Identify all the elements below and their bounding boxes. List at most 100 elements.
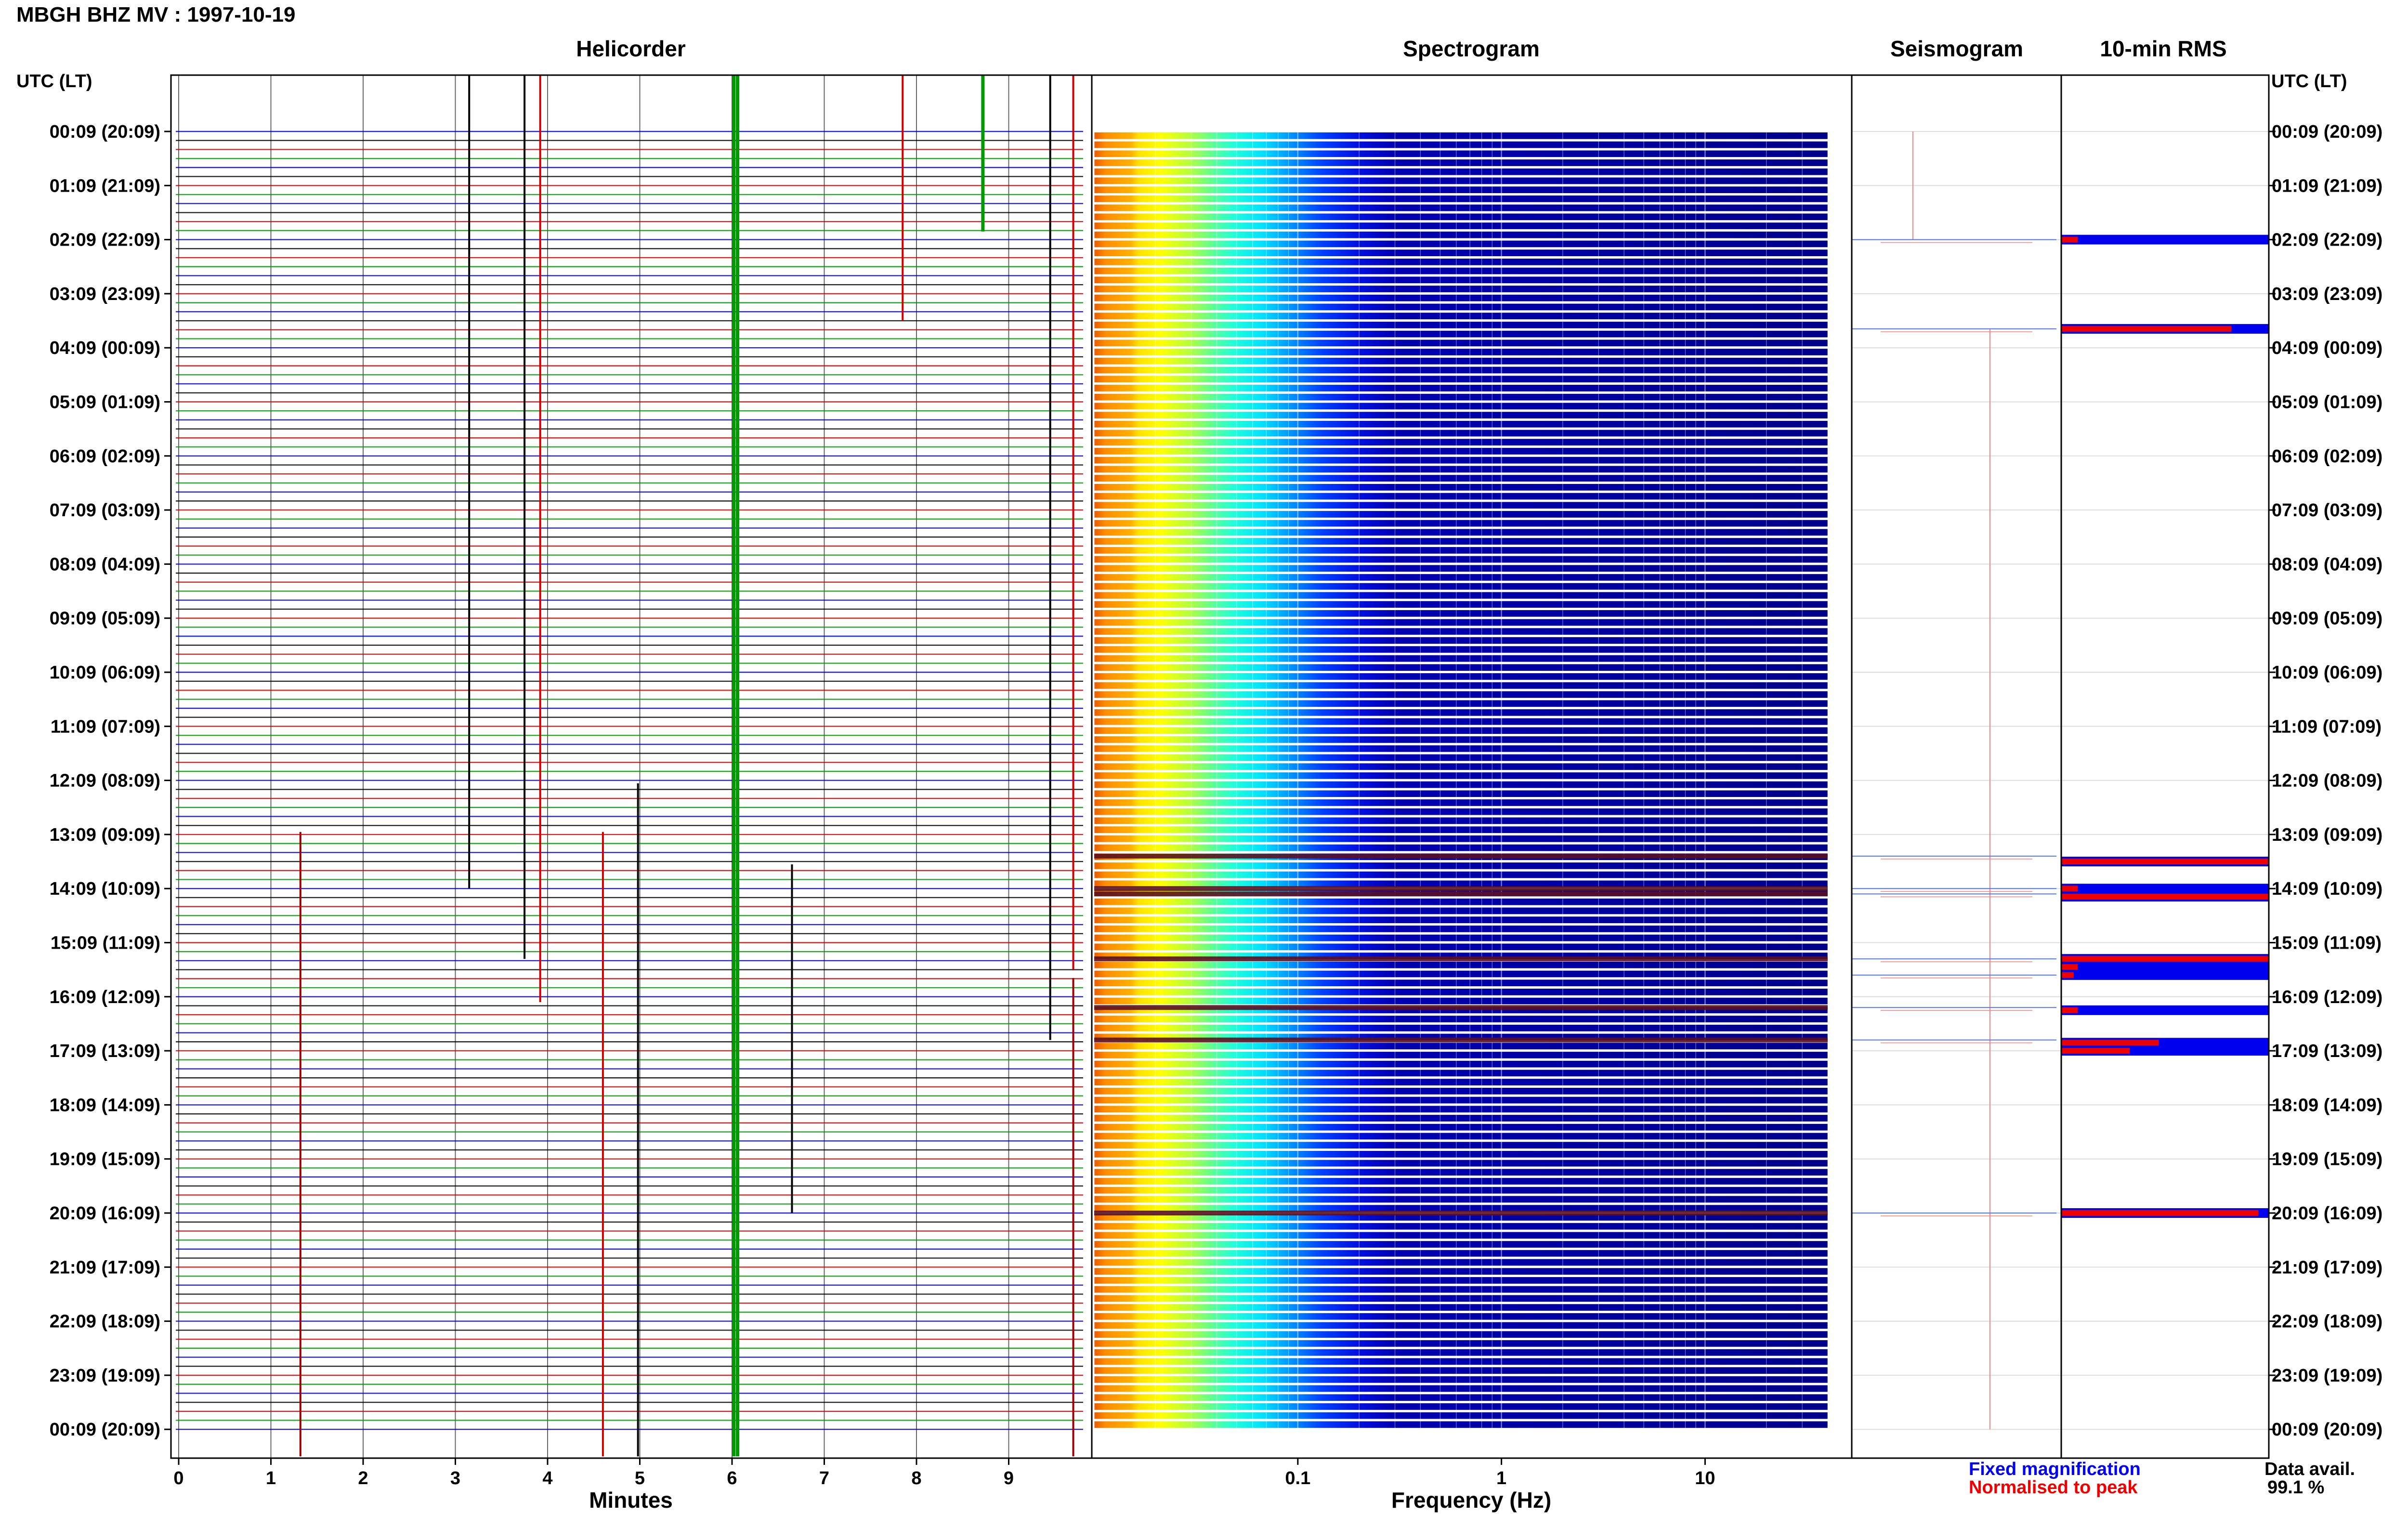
spectrogram-row: [1094, 475, 1828, 482]
spectrogram-row: [1094, 772, 1828, 779]
spectrogram-row: [1094, 574, 1828, 581]
spectrogram-row: [1094, 763, 1828, 770]
spectrogram-row: [1094, 664, 1828, 671]
spectrogram-row: [1094, 294, 1828, 301]
spectrogram-row: [1094, 844, 1828, 851]
left-time-label: 14:09 (10:09): [50, 879, 160, 899]
spectrogram-row: [1094, 1376, 1828, 1383]
helicorder-title: Helicorder: [576, 36, 686, 61]
helicorder-x-tick-label: 7: [819, 1468, 829, 1488]
spectrogram-row: [1094, 601, 1828, 608]
spectrogram-row: [1094, 1304, 1828, 1311]
spectrogram-row: [1094, 159, 1828, 166]
spectrogram-row: [1094, 376, 1828, 383]
spectrogram-row: [1094, 1016, 1828, 1022]
right-time-label: 14:09 (10:09): [2272, 879, 2382, 899]
right-time-label: 23:09 (19:09): [2272, 1366, 2382, 1386]
left-time-label: 22:09 (18:09): [50, 1312, 160, 1332]
spectrogram-row: [1094, 1024, 1828, 1031]
left-time-label: 02:09 (22:09): [50, 230, 160, 250]
left-time-label: 08:09 (04:09): [50, 554, 160, 574]
spectrogram-row: [1094, 1412, 1828, 1419]
spectrogram-row: [1094, 898, 1828, 905]
spectrogram-event-band: [1094, 886, 1828, 891]
spectrogram-row: [1094, 177, 1828, 184]
spectrogram-row: [1094, 439, 1828, 446]
spectrogram-row: [1094, 1178, 1828, 1185]
spectrogram-row: [1094, 754, 1828, 761]
right-time-label: 18:09 (14:09): [2272, 1095, 2382, 1115]
spectrogram-row: [1094, 817, 1828, 824]
spectrogram-row: [1094, 1277, 1828, 1284]
rms-title: 10-min RMS: [2100, 36, 2227, 61]
spectrogram-row: [1094, 736, 1828, 743]
seismogram-title: Seismogram: [1890, 36, 2024, 61]
spectrogram-row: [1094, 1241, 1828, 1248]
spectrogram-row: [1094, 366, 1828, 374]
spectrogram-row: [1094, 691, 1828, 698]
rms-fixed-bar: [2061, 884, 2269, 894]
spectrogram-row: [1094, 1106, 1828, 1113]
spectrogram-row: [1094, 1096, 1828, 1104]
rms-fixed-bar: [2061, 1005, 2269, 1015]
spectrogram-row: [1094, 349, 1828, 355]
left-time-label: 17:09 (13:09): [50, 1041, 160, 1061]
right-time-label: 17:09 (13:09): [2272, 1041, 2382, 1061]
spectrogram-row: [1094, 1079, 1828, 1085]
spectrogram-row: [1094, 907, 1828, 914]
data-avail-label: Data avail.: [2264, 1459, 2355, 1479]
spectrogram-row: [1094, 979, 1828, 987]
right-time-label: 20:09 (16:09): [2272, 1203, 2382, 1224]
helicorder-x-tick-label: 9: [1004, 1468, 1014, 1488]
spectrogram-row: [1094, 799, 1828, 806]
spectrogram-row: [1094, 1160, 1828, 1167]
left-time-label: 00:09 (20:09): [50, 122, 160, 142]
right-time-label: 00:09 (20:09): [2272, 122, 2382, 142]
spectrogram-row: [1094, 1394, 1828, 1401]
spectrogram-row: [1094, 835, 1828, 842]
spectrogram-row: [1094, 1060, 1828, 1068]
right-axis-label: UTC (LT): [2271, 71, 2347, 91]
right-time-label: 12:09 (08:09): [2272, 771, 2382, 791]
helicorder-x-tick-label: 8: [911, 1468, 921, 1488]
left-time-label: 15:09 (11:09): [51, 933, 160, 953]
spectrogram-row: [1094, 727, 1828, 734]
spectrogram-row: [1094, 1223, 1828, 1230]
spectrogram-row: [1094, 385, 1828, 392]
spectrogram-row: [1094, 1052, 1828, 1058]
right-time-label: 08:09 (04:09): [2272, 554, 2382, 574]
spectrogram-row: [1094, 700, 1828, 707]
spectrogram-row: [1094, 961, 1828, 968]
spectrogram-row: [1094, 538, 1828, 545]
spectrogram-row: [1094, 880, 1828, 888]
spectrogram-row: [1094, 493, 1828, 500]
right-time-label: 21:09 (17:09): [2272, 1257, 2382, 1278]
spectrogram-row: [1094, 646, 1828, 653]
spectrogram-event-band: [1094, 956, 1828, 962]
spectrogram-row: [1094, 132, 1828, 139]
rms-normalised-bar: [2061, 1040, 2159, 1046]
spectrogram-row: [1094, 547, 1828, 554]
spectrogram-row: [1094, 637, 1828, 644]
right-time-label: 11:09 (07:09): [2272, 717, 2382, 737]
spectrogram-row: [1094, 926, 1828, 932]
spectrogram-row: [1094, 781, 1828, 788]
spectrogram-row: [1094, 222, 1828, 229]
rms-normalised-bar: [2061, 964, 2078, 970]
spectrogram-row: [1094, 970, 1828, 978]
left-time-label: 03:09 (23:09): [50, 284, 160, 304]
spectrogram-row: [1094, 862, 1828, 869]
right-time-label: 22:09 (18:09): [2272, 1312, 2382, 1332]
spectrogram-row: [1094, 1169, 1828, 1176]
spectrogram-row: [1094, 826, 1828, 833]
spectrogram-row: [1094, 1367, 1828, 1374]
spectrogram-row: [1094, 322, 1828, 328]
spectrogram-x-tick-label: 10: [1695, 1468, 1715, 1488]
spectrogram-row: [1094, 196, 1828, 202]
spectrogram-row: [1094, 466, 1828, 473]
left-time-label: 18:09 (14:09): [50, 1095, 160, 1115]
spectrogram-xlabel: Frequency (Hz): [1391, 1488, 1552, 1513]
spectrogram-row: [1094, 511, 1828, 518]
spectrogram-row: [1094, 997, 1828, 1005]
